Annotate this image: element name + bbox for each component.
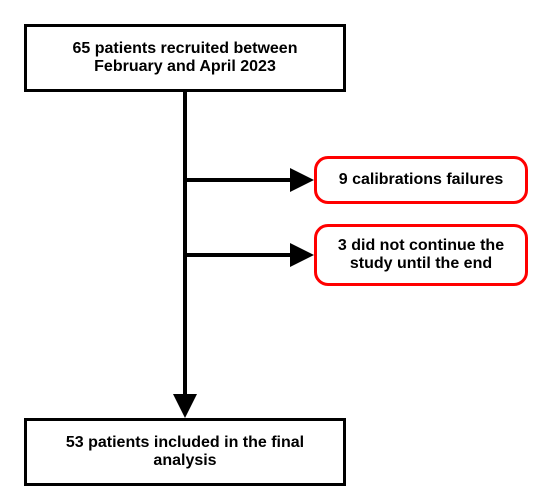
node-exclusion-dropout: 3 did not continue the study until the e… <box>314 224 528 286</box>
node-final-label: 53 patients included in the final analys… <box>41 434 329 470</box>
node-exclusion-calibration-label: 9 calibrations failures <box>339 171 504 189</box>
node-exclusion-calibration: 9 calibrations failures <box>314 156 528 204</box>
node-final: 53 patients included in the final analys… <box>24 418 346 486</box>
node-exclusion-dropout-label: 3 did not continue the study until the e… <box>331 237 511 273</box>
node-recruited: 65 patients recruited between February a… <box>24 24 346 92</box>
node-recruited-label: 65 patients recruited between February a… <box>41 40 329 76</box>
